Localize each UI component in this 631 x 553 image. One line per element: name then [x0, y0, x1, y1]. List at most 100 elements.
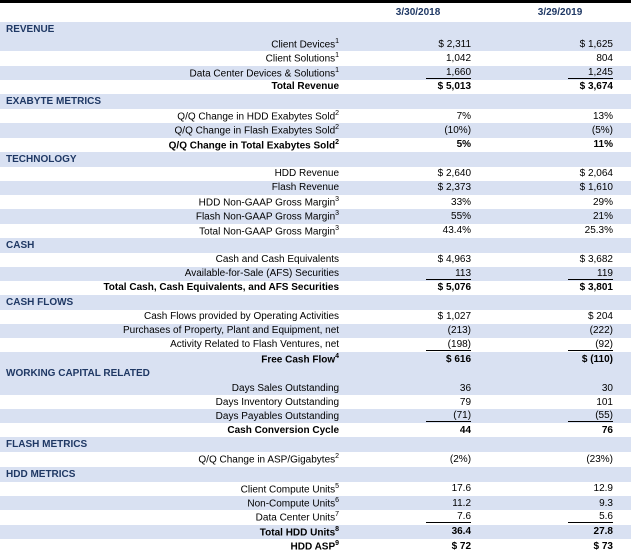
- row-label: Activity Related to Flash Ventures, net: [0, 338, 347, 351]
- underlined-value: 119: [568, 268, 613, 280]
- value-text: $ 204: [588, 311, 613, 322]
- value-text: $ 1,625: [580, 39, 613, 50]
- value-text: $ 5,076: [438, 282, 471, 293]
- row-label: Available-for-Sale (AFS) Securities: [0, 267, 347, 280]
- row-value: $ 1,625: [489, 38, 631, 51]
- table-row: Activity Related to Flash Ventures, net (…: [0, 338, 631, 352]
- section-header: CASH: [0, 238, 631, 253]
- row-value: $ 2,640: [347, 167, 489, 180]
- row-label: Q/Q Change in ASP/Gigabytes2: [0, 452, 347, 466]
- value-text: (92): [595, 339, 613, 350]
- row-value: 79: [347, 396, 489, 409]
- value-text: 7%: [457, 111, 471, 122]
- value-text: 1,042: [446, 53, 471, 64]
- value-text: $ 3,674: [580, 81, 613, 92]
- table-row: Client Compute Units517.612.9: [0, 482, 631, 496]
- table-row: Available-for-Sale (AFS) Securities 113 11…: [0, 267, 631, 281]
- table-row: Q/Q Change in Total Exabytes Sold25%11%: [0, 138, 631, 152]
- row-value: $ 5,076: [347, 281, 489, 294]
- section-header: FLASH METRICS: [0, 437, 631, 452]
- section-header: WORKING CAPITAL RELATED: [0, 366, 631, 381]
- row-label: Q/Q Change in HDD Exabytes Sold2: [0, 109, 347, 123]
- row-value: 101: [489, 396, 631, 409]
- underlined-value: 113: [426, 268, 471, 280]
- value-text: (55): [595, 410, 613, 421]
- row-value: 11%: [489, 138, 631, 151]
- header-col-1: 3/30/2018: [347, 3, 489, 22]
- row-value: $ 2,373: [347, 181, 489, 194]
- row-value: $ 3,674: [489, 80, 631, 93]
- row-label: Data Center Devices & Solutions1: [0, 66, 347, 80]
- value-text: 30: [602, 383, 613, 394]
- table-row: Q/Q Change in ASP/Gigabytes2(2%)(23%): [0, 452, 631, 466]
- row-label: Q/Q Change in Total Exabytes Sold2: [0, 138, 347, 152]
- value-text: 804: [596, 53, 613, 64]
- header-col-2: 3/29/2019: [489, 3, 631, 22]
- table-row: Data Center Units77.65.6: [0, 510, 631, 524]
- row-value: 7%: [347, 110, 489, 123]
- value-text: 13%: [593, 111, 613, 122]
- value-text: 44: [460, 425, 471, 436]
- section-header: TECHNOLOGY: [0, 152, 631, 167]
- row-label: HDD Revenue: [0, 167, 347, 180]
- row-label: HDD ASP9: [0, 539, 347, 553]
- table-row: Purchases of Property, Plant and Equipme…: [0, 324, 631, 338]
- value-text: 79: [460, 397, 471, 408]
- row-value: (55): [489, 409, 631, 423]
- table-row: Days Sales Outstanding 36 30: [0, 381, 631, 395]
- value-text: 25.3%: [585, 225, 613, 236]
- value-text: $ 2,373: [438, 182, 471, 193]
- value-text: $ 3,682: [580, 254, 613, 265]
- value-text: $ 1,610: [580, 182, 613, 193]
- row-label: Total Revenue: [0, 80, 347, 93]
- row-value: 5.6: [489, 510, 631, 524]
- value-text: 29%: [593, 197, 613, 208]
- table-row: Data Center Devices & Solutions1 1,660 1,2…: [0, 66, 631, 80]
- row-value: 7.6: [347, 510, 489, 524]
- row-label: Purchases of Property, Plant and Equipme…: [0, 324, 347, 337]
- header-spacer: [0, 3, 347, 22]
- table-row: HDD ASP9$ 72$ 73: [0, 539, 631, 553]
- section-header: REVENUE: [0, 22, 631, 37]
- row-value: 29%: [489, 196, 631, 209]
- table-row: Cash Flows provided by Operating Activit…: [0, 310, 631, 324]
- footnote-ref: 3: [335, 210, 339, 217]
- value-text: 12.9: [594, 483, 613, 494]
- row-value: 12.9: [489, 482, 631, 495]
- table-row: Cash Conversion Cycle4476: [0, 423, 631, 437]
- row-value: 43.4%: [347, 224, 489, 237]
- value-text: $ 5,013: [438, 81, 471, 92]
- value-text: (198): [448, 339, 471, 350]
- table-row: Free Cash Flow4$ 616$ (110): [0, 352, 631, 366]
- value-text: 17.6: [452, 483, 471, 494]
- row-value: $ 5,013: [347, 80, 489, 93]
- underlined-value: 1,660: [426, 67, 471, 79]
- footnote-ref: 2: [335, 139, 339, 146]
- footnote-ref: 4: [335, 353, 339, 360]
- underlined-value: 1,245: [568, 67, 613, 79]
- row-label: Days Sales Outstanding: [0, 382, 347, 395]
- row-value: 119: [489, 267, 631, 281]
- row-value: 44: [347, 424, 489, 437]
- row-value: 1,042: [347, 52, 489, 65]
- row-label: Q/Q Change in Flash Exabytes Sold2: [0, 123, 347, 137]
- row-label: Total Non-GAAP Gross Margin3: [0, 224, 347, 238]
- row-value: (5%): [489, 124, 631, 137]
- footnote-ref: 2: [335, 110, 339, 117]
- value-text: (10%): [444, 125, 471, 136]
- row-value: $ 2,311: [347, 38, 489, 51]
- table-row: Client Solutions11,042804: [0, 51, 631, 65]
- footnote-ref: 9: [335, 540, 339, 547]
- row-label: Cash and Cash Equivalents: [0, 253, 347, 266]
- row-label: Client Devices1: [0, 37, 347, 51]
- row-value: $ 204: [489, 310, 631, 323]
- value-text: 119: [597, 268, 613, 279]
- value-text: 36: [460, 383, 471, 394]
- footnote-ref: 5: [335, 483, 339, 490]
- value-text: 43.4%: [443, 225, 471, 236]
- row-value: (92): [489, 338, 631, 352]
- row-value: $ 2,064: [489, 167, 631, 180]
- underlined-value: (198): [426, 339, 471, 351]
- row-value: 21%: [489, 210, 631, 223]
- row-value: $ 1,610: [489, 181, 631, 194]
